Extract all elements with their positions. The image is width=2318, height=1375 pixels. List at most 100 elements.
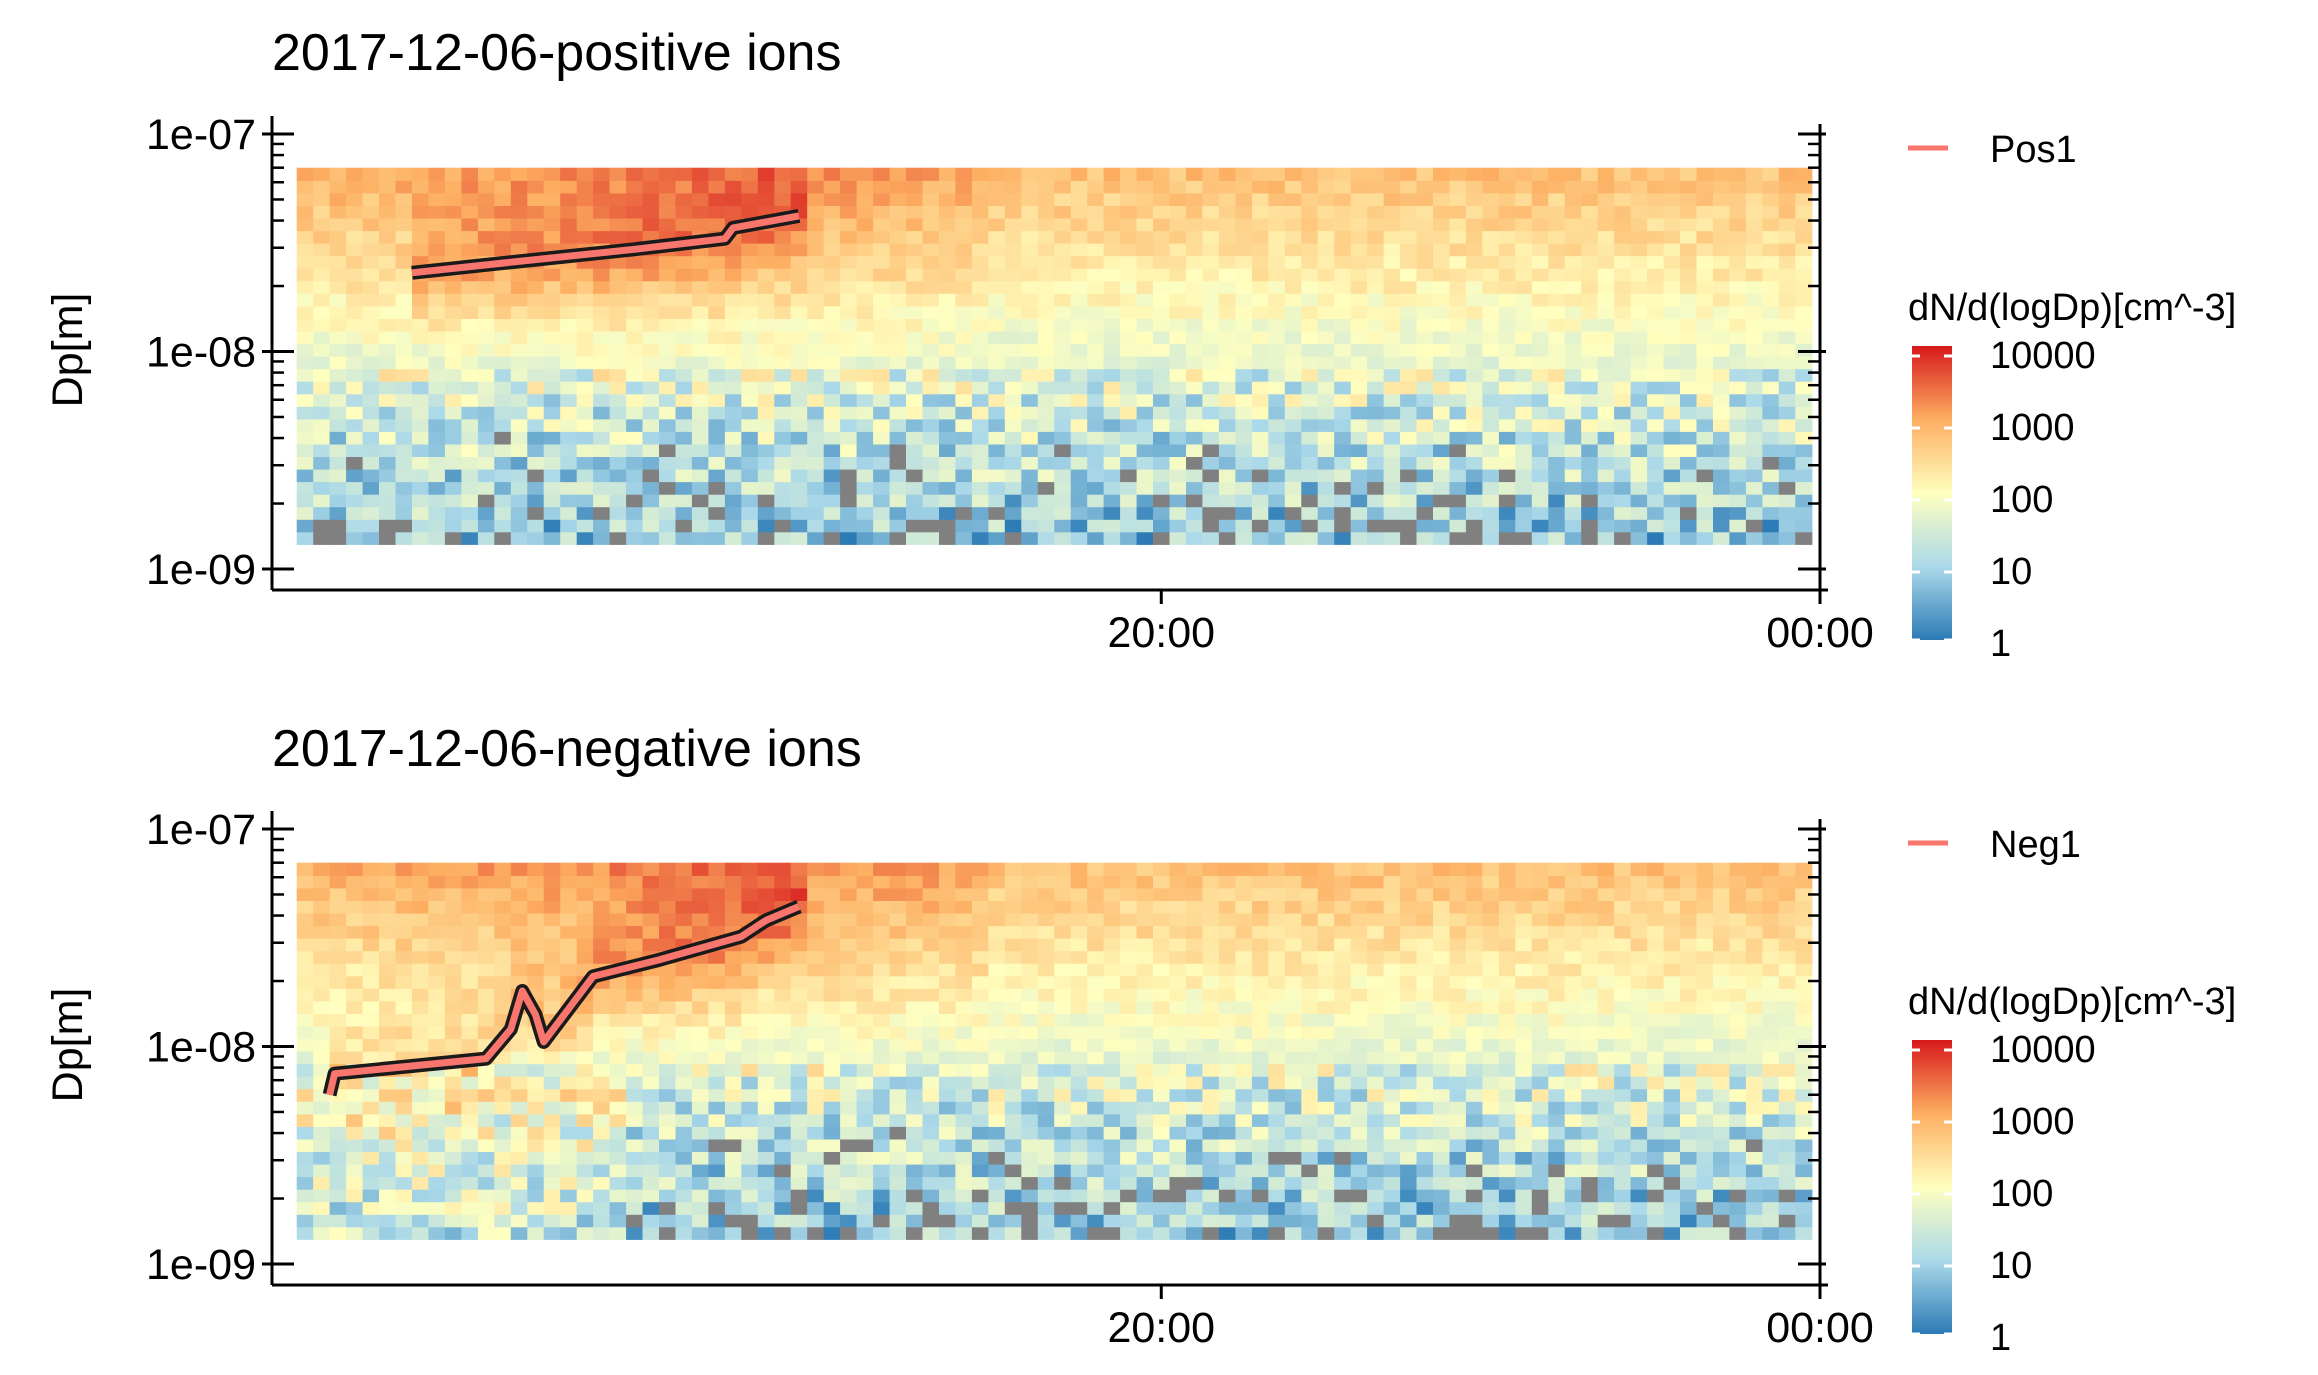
heatmap-cell	[1004, 988, 1022, 1002]
heatmap-cell	[444, 1076, 462, 1090]
heatmap-cell	[1218, 205, 1236, 219]
heatmap-cell	[1465, 1113, 1483, 1127]
heatmap-cell	[873, 217, 891, 232]
heatmap-cell	[428, 1076, 446, 1090]
heatmap-cell	[1367, 368, 1385, 382]
heatmap-cell	[461, 368, 479, 382]
heatmap-cell	[955, 938, 973, 952]
heatmap-cell	[889, 1101, 907, 1115]
heatmap-cell	[494, 1189, 512, 1203]
heatmap-cell	[1235, 343, 1253, 357]
heatmap-cell	[313, 305, 331, 319]
heatmap-cell	[1433, 938, 1451, 952]
heatmap-cell	[1433, 368, 1451, 382]
heatmap-cell	[724, 1189, 742, 1203]
heatmap-cell	[346, 192, 364, 206]
heatmap-cell	[1416, 506, 1434, 520]
heatmap-cell	[757, 963, 775, 977]
heatmap-cell	[675, 862, 693, 876]
heatmap-cell	[296, 1201, 314, 1215]
heatmap-cell	[659, 381, 677, 395]
heatmap-cell	[906, 318, 924, 332]
heatmap-cell	[823, 1176, 841, 1190]
heatmap-cell	[675, 305, 693, 319]
heatmap-cell	[1169, 318, 1187, 332]
heatmap-cell	[609, 293, 627, 307]
heatmap-cell	[412, 1038, 430, 1052]
heatmap-cell	[906, 456, 924, 470]
heatmap-cell	[461, 506, 479, 520]
heatmap-cell	[1745, 280, 1763, 294]
heatmap-cell	[1251, 167, 1269, 181]
heatmap-cell	[1597, 167, 1615, 181]
heatmap-cell	[823, 875, 841, 889]
heatmap-cell	[1169, 875, 1187, 889]
heatmap-cell	[1235, 443, 1253, 457]
heatmap-cell	[609, 343, 627, 357]
heatmap-cell	[1581, 468, 1599, 483]
heatmap-cell	[395, 1076, 413, 1090]
heatmap-cell	[1153, 506, 1171, 520]
heatmap-cell	[626, 531, 644, 545]
heatmap-cell	[1367, 950, 1385, 964]
heatmap-cell	[1680, 456, 1698, 470]
heatmap-cell	[1663, 368, 1681, 382]
heatmap-cell	[724, 406, 742, 420]
heatmap-cell	[1120, 1000, 1138, 1014]
heatmap-cell	[626, 280, 644, 294]
heatmap-cell	[560, 368, 578, 382]
heatmap-cell	[1663, 268, 1681, 282]
heatmap-cell	[593, 293, 611, 307]
heatmap-cell	[873, 938, 891, 952]
heatmap-cell	[1350, 1013, 1368, 1027]
heatmap-cell	[1334, 217, 1352, 232]
heatmap-cell	[1004, 862, 1022, 876]
heatmap-cell	[560, 1214, 578, 1228]
heatmap-cell	[790, 1101, 808, 1115]
heatmap-cell	[840, 1000, 858, 1014]
heatmap-cell	[1367, 875, 1385, 889]
heatmap-cell	[1696, 381, 1714, 395]
heatmap-cell	[1251, 1214, 1269, 1228]
heatmap-cell	[741, 1013, 759, 1027]
heatmap-cell	[609, 862, 627, 876]
heatmap-cell	[1202, 205, 1220, 219]
heatmap-cell	[1729, 494, 1747, 508]
heatmap-cell	[889, 330, 907, 345]
heatmap-cell	[1416, 418, 1434, 432]
heatmap-cell	[774, 393, 792, 407]
heatmap-cell	[1449, 1201, 1467, 1215]
heatmap-cell	[1087, 481, 1105, 495]
heatmap-cell	[412, 900, 430, 914]
heatmap-cell	[1713, 406, 1731, 420]
heatmap-cell	[1367, 192, 1385, 206]
heatmap-cell	[741, 205, 759, 219]
heatmap-cell	[1251, 875, 1269, 889]
heatmap-cell	[1235, 862, 1253, 876]
heatmap-cell	[955, 1013, 973, 1027]
colorbar-label: 100	[1990, 479, 2053, 521]
heatmap-cell	[1663, 205, 1681, 219]
heatmap-cell	[1251, 230, 1269, 244]
heatmap-cell	[856, 1226, 874, 1240]
heatmap-cell	[1482, 1201, 1500, 1215]
heatmap-cell	[1465, 1013, 1483, 1027]
heatmap-cell	[1202, 1176, 1220, 1190]
heatmap-cell	[1301, 975, 1319, 989]
heatmap-cell	[1416, 1000, 1434, 1014]
heatmap-cell	[428, 356, 446, 370]
heatmap-cell	[1251, 1076, 1269, 1090]
heatmap-cell	[741, 192, 759, 206]
heatmap-cell	[1120, 875, 1138, 889]
heatmap-cell	[444, 1151, 462, 1165]
heatmap-cell	[576, 1076, 594, 1090]
heatmap-cell	[543, 1138, 561, 1152]
heatmap-cell	[362, 1151, 380, 1165]
heatmap-cell	[691, 494, 709, 508]
heatmap-cell	[807, 988, 825, 1002]
colorbar: dN/d(logDp)[cm^-3] 10000 1000 100 10 1	[1908, 287, 2236, 665]
heatmap-cell	[461, 1038, 479, 1052]
heatmap-cell	[1778, 330, 1796, 345]
heatmap-cell	[1350, 217, 1368, 232]
heatmap-cell	[1581, 393, 1599, 407]
